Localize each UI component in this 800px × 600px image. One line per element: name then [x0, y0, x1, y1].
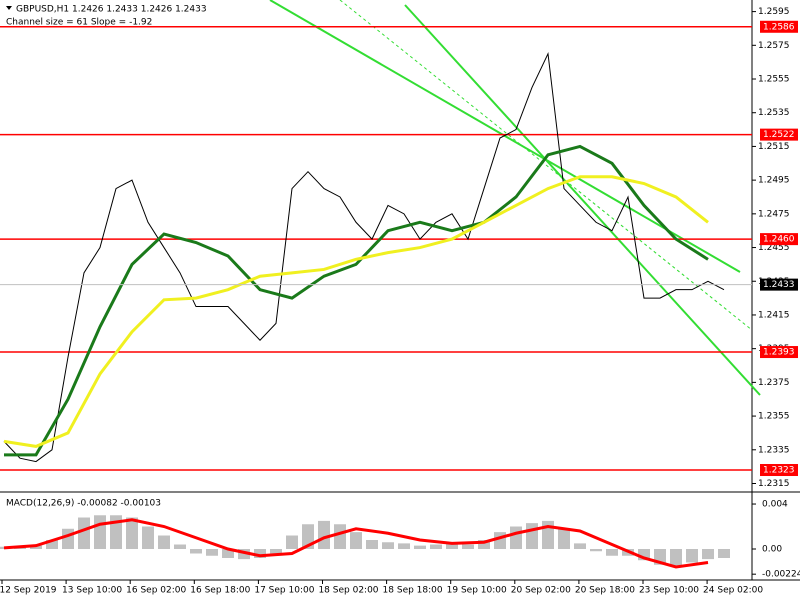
level-label: 1.2460 [763, 235, 795, 245]
x-tick-label: 20 Sep 02:00 [511, 586, 571, 596]
x-tick-label: 12 Sep 2019 [0, 586, 57, 596]
x-tick-label: 23 Sep 10:00 [639, 586, 699, 596]
y-tick-label: 1.2495 [758, 176, 790, 186]
x-tick-label: 16 Sep 02:00 [126, 586, 186, 596]
macd-bar [46, 540, 58, 549]
macd-bar [414, 545, 426, 549]
macd-bar [238, 548, 250, 560]
x-tick-label: 19 Sep 10:00 [447, 586, 507, 596]
level-tag [760, 20, 798, 33]
macd-bar [142, 526, 154, 549]
level-tag [760, 233, 798, 246]
x-tick-label: 18 Sep 02:00 [318, 586, 378, 596]
macd-header: MACD(12,26,9) -0.00082 -0.00103 [6, 499, 161, 509]
level-tag [760, 128, 798, 141]
series-line [3, 175, 709, 448]
macd-bar [718, 548, 730, 558]
macd-bar [30, 545, 42, 549]
macd-bar [286, 535, 298, 549]
channel-lower [404, 4, 761, 396]
macd-bar [430, 544, 442, 549]
macd-bar [638, 548, 650, 561]
macd-bar [526, 523, 538, 549]
series-line [4, 144, 709, 457]
macd-bar [574, 543, 586, 549]
indicator-header: Channel size = 61 Slope = -1.92 [6, 18, 152, 28]
macd-bar [350, 532, 362, 549]
y-tick-label: 1.2455 [758, 243, 790, 253]
y-tick-label: 0.004 [762, 500, 788, 510]
macd-bar [174, 544, 186, 549]
y-tick-label: 1.2355 [758, 412, 790, 422]
macd-bar [206, 548, 218, 556]
macd-bar [158, 535, 170, 549]
y-tick-label: -0.00224 [762, 570, 800, 580]
y-tick-label: 1.2535 [758, 108, 790, 118]
y-tick-label: 1.2555 [758, 75, 790, 85]
level-tag [760, 346, 798, 359]
macd-bar [670, 548, 682, 566]
y-tick-label: 1.2475 [758, 209, 790, 219]
y-tick-label: 0.00 [762, 544, 782, 554]
macd-bar [462, 544, 474, 549]
macd-bar [318, 520, 330, 549]
x-tick-label: 18 Sep 18:00 [383, 586, 443, 596]
macd-bar [126, 517, 138, 549]
level-label: 1.2522 [763, 130, 795, 140]
macd-bar [78, 517, 90, 549]
y-tick-label: 1.2375 [758, 378, 790, 388]
series-line [3, 51, 725, 463]
level-tag [760, 464, 798, 477]
macd-bar [446, 543, 458, 549]
level-label: 1.2393 [763, 348, 795, 358]
y-tick-label: 1.2575 [758, 41, 790, 51]
macd-bar [62, 528, 74, 549]
y-tick-label: 1.2315 [758, 479, 790, 489]
y-tick-label: 1.2595 [758, 7, 790, 17]
level-label: 1.2586 [763, 22, 795, 32]
macd-bar [558, 528, 570, 549]
level-label: 1.2323 [763, 466, 795, 476]
macd-bar [606, 548, 618, 556]
channel-upper [269, 0, 741, 273]
x-tick-label: 13 Sep 10:00 [62, 586, 122, 596]
price-tag [760, 278, 798, 291]
symbol-marker [6, 6, 12, 10]
y-tick-label: 1.2415 [758, 310, 790, 320]
series-line [3, 518, 709, 569]
macd-bar [366, 540, 378, 549]
x-tick-label: 24 Sep 02:00 [703, 586, 763, 596]
macd-bar [222, 548, 234, 558]
x-tick-label: 20 Sep 18:00 [575, 586, 635, 596]
macd-bar [478, 540, 490, 549]
macd-bar [270, 548, 282, 554]
x-tick-label: 17 Sep 10:00 [254, 586, 314, 596]
macd-bar [382, 542, 394, 549]
macd-bar [334, 524, 346, 549]
x-tick-label: 16 Sep 18:00 [190, 586, 250, 596]
macd-bar [510, 526, 522, 549]
macd-bar [494, 532, 506, 549]
channel-middle [339, 0, 753, 331]
macd-bar [254, 548, 266, 558]
y-tick-label: 1.2335 [758, 445, 790, 455]
macd-bar [702, 548, 714, 560]
price-label: 1.2433 [763, 280, 795, 290]
y-tick-label: 1.2515 [758, 142, 790, 152]
macd-bar [590, 548, 602, 552]
macd-bar [94, 515, 106, 549]
macd-bar [190, 548, 202, 554]
macd-bar [398, 543, 410, 549]
macd-bar [686, 548, 698, 563]
symbol-header: GBPUSD,H1 1.2426 1.2433 1.2426 1.2433 [16, 5, 207, 15]
